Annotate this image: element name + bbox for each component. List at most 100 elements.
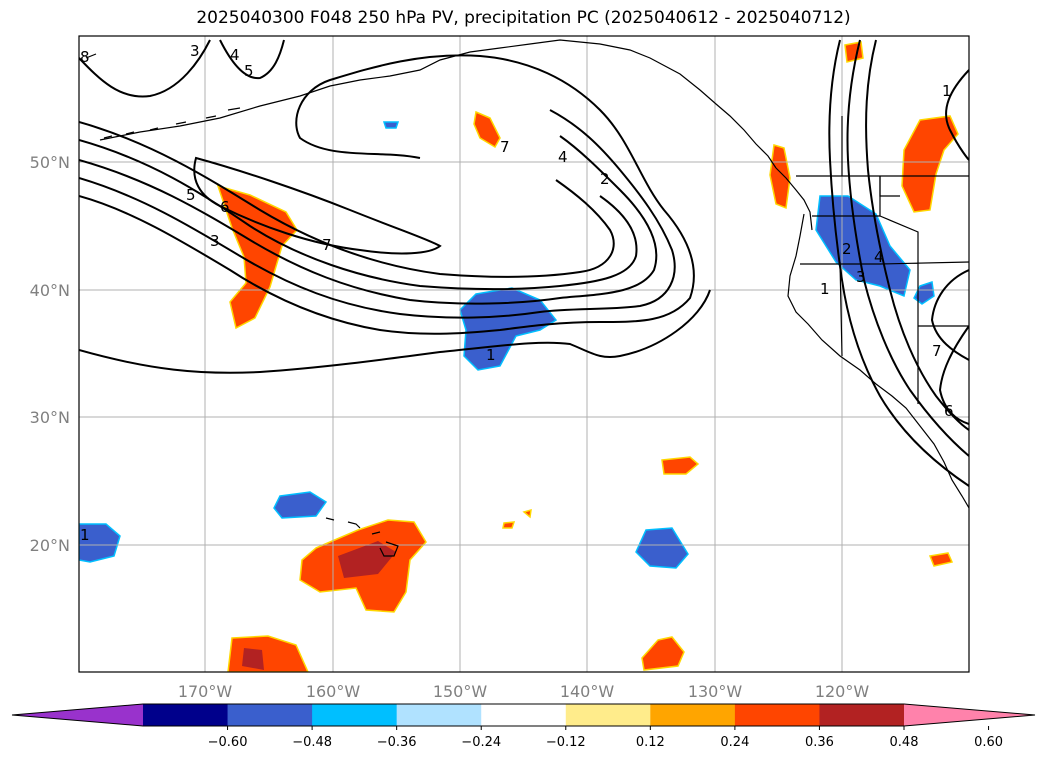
lat-label: 50°N [30, 153, 70, 172]
contour-label: 6 [944, 402, 954, 420]
precip-cell [382, 121, 400, 129]
contour-label: 2 [600, 170, 610, 188]
colorbar-extend-max [904, 704, 1035, 726]
precip-cell [273, 491, 328, 519]
lon-labels: 170°W 160°W 150°W 140°W 130°W 120°W [178, 682, 870, 701]
colorbar-tick-label: −0.36 [377, 735, 417, 750]
precip-cell [815, 195, 911, 298]
contour-label: 4 [558, 148, 568, 166]
colorbar-segment [143, 704, 229, 726]
colorbar-segment [650, 704, 736, 726]
lat-label: 30°N [30, 408, 70, 427]
contour-line [79, 289, 711, 374]
precip-cell [502, 521, 516, 529]
colorbar-tick-label: −0.12 [546, 735, 586, 750]
colorbar-tick-label: 0.48 [890, 735, 919, 750]
colorbar-segment [734, 704, 820, 726]
contour-line [846, 39, 969, 457]
contour-label: 3 [210, 232, 220, 250]
contour-label: 2 [842, 240, 852, 258]
contour-line [828, 39, 969, 487]
contour-label: 5 [186, 186, 196, 204]
colorbar-segment [565, 704, 651, 726]
lat-label: 40°N [30, 281, 70, 300]
lon-label: 170°W [178, 682, 233, 701]
colorbar-tick-label: 0.60 [974, 735, 1003, 750]
lon-label: 120°W [815, 682, 870, 701]
map-title: 2025040300 F048 250 hPa PV, precipitatio… [196, 8, 851, 28]
coastline-alaska [99, 39, 777, 169]
precip-cell [913, 281, 935, 305]
precip-core [242, 648, 264, 670]
precip-cell [473, 110, 501, 149]
contour-label: 1 [820, 280, 830, 298]
contour-label: 7 [322, 236, 332, 254]
contour-line [79, 121, 615, 278]
contour-line [930, 269, 969, 361]
precip-cell [844, 41, 864, 63]
border-state [841, 116, 900, 197]
precip-cell [769, 144, 791, 210]
colorbar-segment [819, 704, 905, 726]
lon-label: 130°W [688, 682, 743, 701]
contour-label: 1 [942, 82, 952, 100]
colorbar-ticks: −0.60 −0.48 −0.36 −0.24 −0.12 0.12 0.24 0.36 0.4… [208, 726, 1003, 750]
lon-label: 150°W [433, 682, 488, 701]
colorbar-segment [227, 704, 313, 726]
contour-line [945, 69, 969, 161]
coastline-west [787, 213, 969, 509]
contour-line [938, 325, 969, 425]
colorbar-segment [481, 704, 567, 726]
colorbar-tick-label: −0.48 [292, 735, 332, 750]
pv-contours [79, 39, 969, 487]
contour-line [219, 39, 285, 80]
colorbar-tick-label: 0.24 [720, 735, 749, 750]
coastline-aleutians [85, 53, 241, 139]
contour-label: 4 [874, 248, 884, 266]
precip-cell [635, 527, 689, 569]
colorbar-tick-label: 0.12 [636, 735, 665, 750]
contour-label: 7 [500, 138, 510, 156]
colorbar-extend-min [12, 704, 143, 726]
contour-label: 7 [932, 342, 942, 360]
contour-line [79, 39, 211, 98]
contour-label: 3 [856, 268, 866, 286]
map-border [78, 35, 970, 673]
colorbar-tick-label: −0.60 [208, 735, 248, 750]
coastlines [85, 39, 969, 557]
lat-label: 20°N [30, 536, 70, 555]
contour-label: 6 [220, 198, 230, 216]
colorbar [11, 703, 1036, 727]
contour-line [79, 54, 695, 335]
lon-label: 160°W [306, 682, 361, 701]
map-area: 8 3 4 5 5 6 3 7 7 4 2 1 1 2 3 4 1 7 6 1 [79, 36, 969, 672]
contour-line [865, 39, 969, 431]
contour-line [193, 156, 442, 255]
gridlines [79, 36, 969, 672]
colorbar-segment [312, 704, 398, 726]
contour-label: 1 [80, 526, 90, 544]
colorbar-tick-label: −0.24 [461, 735, 501, 750]
precip-cell [928, 552, 954, 567]
precip-cell [641, 636, 685, 671]
precip-cell [661, 456, 700, 475]
lon-label: 140°W [560, 682, 615, 701]
colorbar-outline [11, 703, 1036, 727]
colorbar-tick-label: 0.36 [805, 735, 834, 750]
contour-label: 5 [244, 62, 254, 80]
contour-label: 3 [190, 42, 200, 60]
contour-labels: 8 3 4 5 5 6 3 7 7 4 2 1 1 2 3 4 1 7 6 1 [80, 42, 954, 544]
contour-label: 4 [230, 46, 240, 64]
border-state [800, 176, 969, 404]
precip-cell [522, 508, 532, 519]
precip-cell [216, 184, 298, 330]
contour-line [79, 109, 676, 319]
contour-label: 8 [80, 48, 90, 66]
precip-cell [901, 115, 959, 213]
contour-label: 1 [486, 346, 496, 364]
colorbar-segment [396, 704, 482, 726]
lat-labels: 50°N 40°N 30°N 20°N [30, 153, 70, 555]
coastline-hawaii [325, 517, 399, 557]
coastline-bc [775, 167, 813, 231]
